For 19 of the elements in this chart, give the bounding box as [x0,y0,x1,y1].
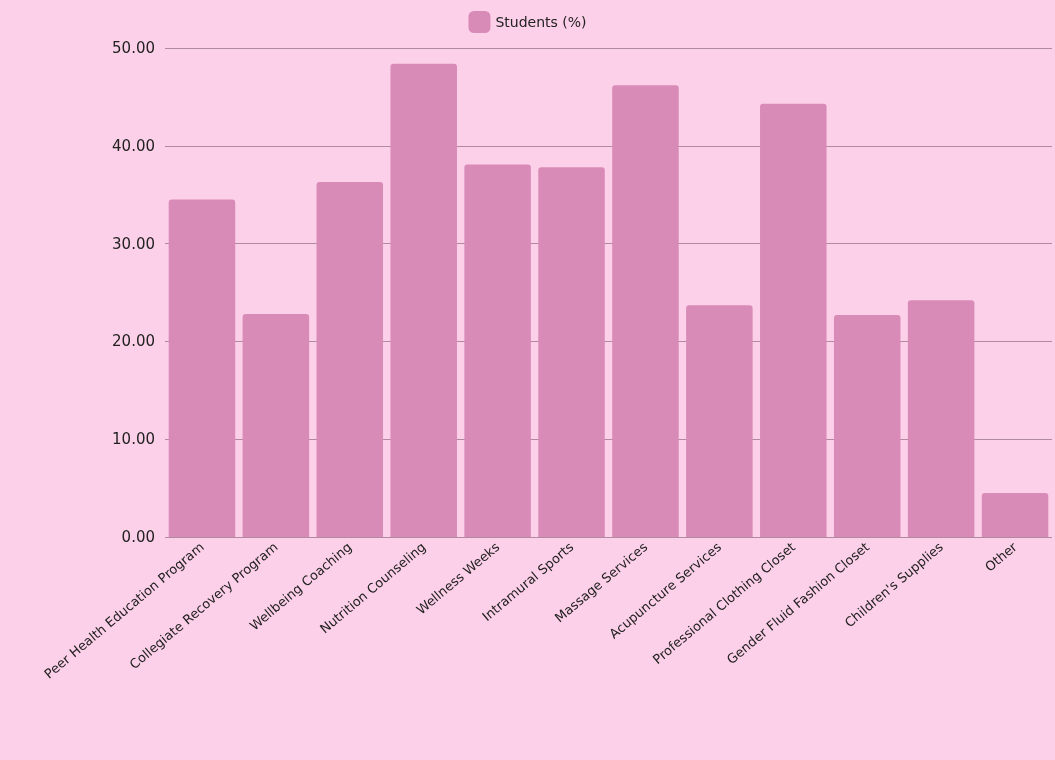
y-tick-label: 40.00 [112,136,155,155]
legend-label: Students (%) [495,14,587,30]
bar [760,103,827,537]
bar [316,181,384,537]
bar [833,314,901,537]
y-tick-label: 10.00 [112,430,155,449]
y-tick-label: 20.00 [112,332,155,351]
bar [686,305,753,537]
y-tick-label: 50.00 [112,39,155,57]
bar [538,167,605,537]
bar [464,164,531,537]
bar [390,63,457,537]
bar [168,199,236,537]
y-tick-label: 0.00 [121,528,155,546]
y-tick-label: 30.00 [112,234,155,253]
bar [907,300,975,537]
bar [612,85,679,537]
bar [242,314,310,537]
bar [981,492,1049,537]
